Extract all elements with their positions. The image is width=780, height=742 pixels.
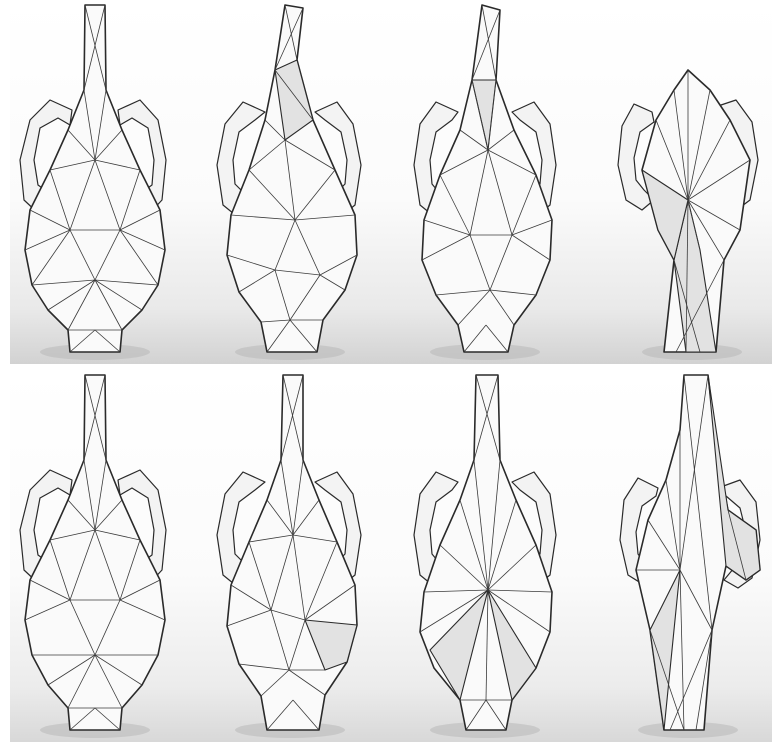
row-divider [0,364,780,370]
top-vase-3 [413,4,557,360]
bottom-vase-3 [413,374,557,738]
top-vase-1 [19,4,167,360]
bottom-vase-2 [216,374,362,738]
bottom-vase-1 [19,374,167,738]
top-vase-2 [216,4,362,360]
bottom-vase-4 [619,374,761,738]
top-vase-4 [617,69,759,360]
